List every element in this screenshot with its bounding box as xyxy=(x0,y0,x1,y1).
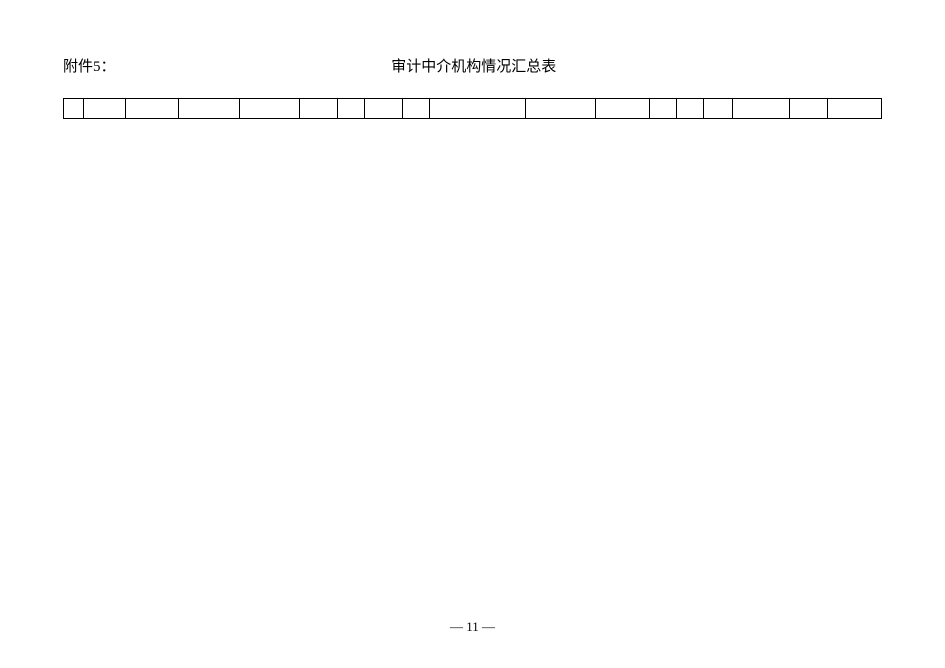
table-cell xyxy=(364,99,402,119)
table-cell xyxy=(429,99,526,119)
table-cell xyxy=(703,99,732,119)
summary-table xyxy=(63,98,882,119)
table-cell xyxy=(733,99,790,119)
page-number: — 11 — xyxy=(0,619,945,635)
table-container xyxy=(63,98,882,119)
table-cell xyxy=(676,99,703,119)
table-cell xyxy=(64,99,84,119)
table-body xyxy=(64,99,882,119)
table-cell xyxy=(402,99,429,119)
table-cell xyxy=(300,99,338,119)
page-content: 附件5： 审计中介机构情况汇总表 xyxy=(0,0,945,119)
table-cell xyxy=(649,99,676,119)
table-cell xyxy=(596,99,649,119)
table-cell xyxy=(790,99,828,119)
table-cell xyxy=(179,99,240,119)
table-cell xyxy=(239,99,300,119)
table-cell xyxy=(827,99,881,119)
table-cell xyxy=(83,99,126,119)
table-cell xyxy=(126,99,179,119)
header-row: 附件5： 审计中介机构情况汇总表 xyxy=(63,55,882,76)
title-container: 审计中介机构情况汇总表 xyxy=(66,55,882,76)
table-cell xyxy=(526,99,596,119)
table-cell xyxy=(338,99,365,119)
document-title: 审计中介机构情况汇总表 xyxy=(391,55,556,76)
table-row xyxy=(64,99,882,119)
